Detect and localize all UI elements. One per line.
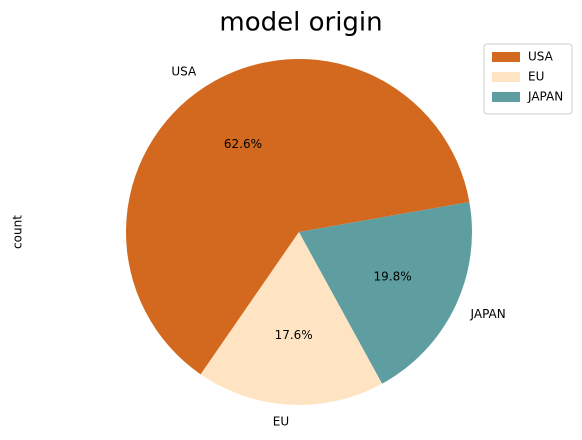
value-label: 19.8% <box>374 269 412 283</box>
slice-label: EU <box>273 415 289 429</box>
chart-title: model origin <box>219 8 382 38</box>
pie-slice <box>200 232 383 405</box>
legend-swatch <box>492 72 520 82</box>
legend-label: JAPAN <box>527 90 563 104</box>
slice-label: USA <box>171 64 197 78</box>
legend-label: USA <box>528 50 554 64</box>
legend-label: EU <box>528 70 544 84</box>
value-label: 62.6% <box>224 137 262 151</box>
pie-slice <box>299 201 472 384</box>
value-label: 17.6% <box>275 328 313 342</box>
legend-swatch <box>492 52 520 62</box>
slice-label: JAPAN <box>470 307 506 321</box>
legend: USA EU JAPAN <box>483 43 573 115</box>
pie-slice <box>126 58 470 375</box>
y-axis-label: count <box>11 215 25 249</box>
legend-swatch <box>492 92 520 102</box>
